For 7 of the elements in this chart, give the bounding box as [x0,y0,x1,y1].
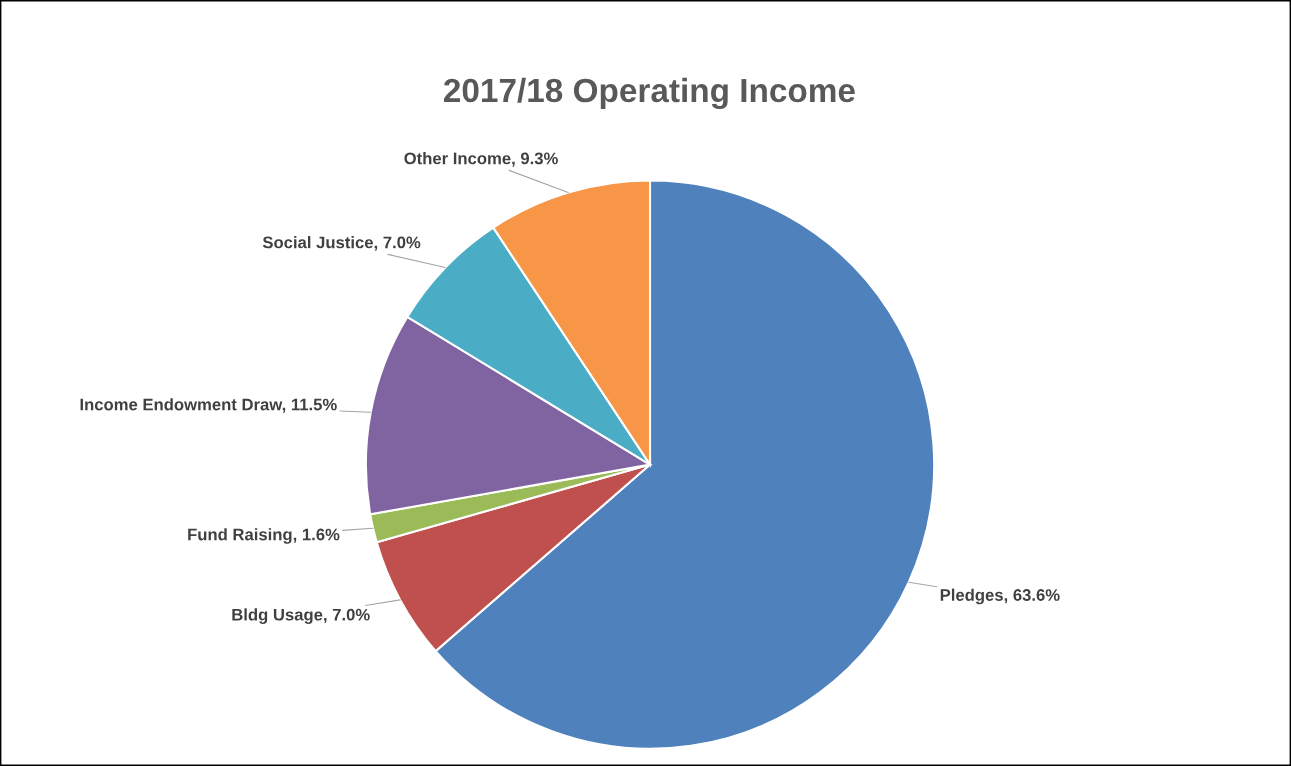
slice-label: Bldg Usage, 7.0% [232,608,370,624]
slice-label: Pledges, 63.6% [940,588,1060,605]
slice-label: Fund Raising, 1.6% [188,528,340,544]
slice-label: Social Justice, 7.0% [262,236,421,251]
chart-title: 2017/18 Operating Income [443,77,855,110]
slice-label: Other Income, 9.3% [404,152,558,167]
slice-label: Income Endowment Draw, 11.5% [80,398,337,413]
